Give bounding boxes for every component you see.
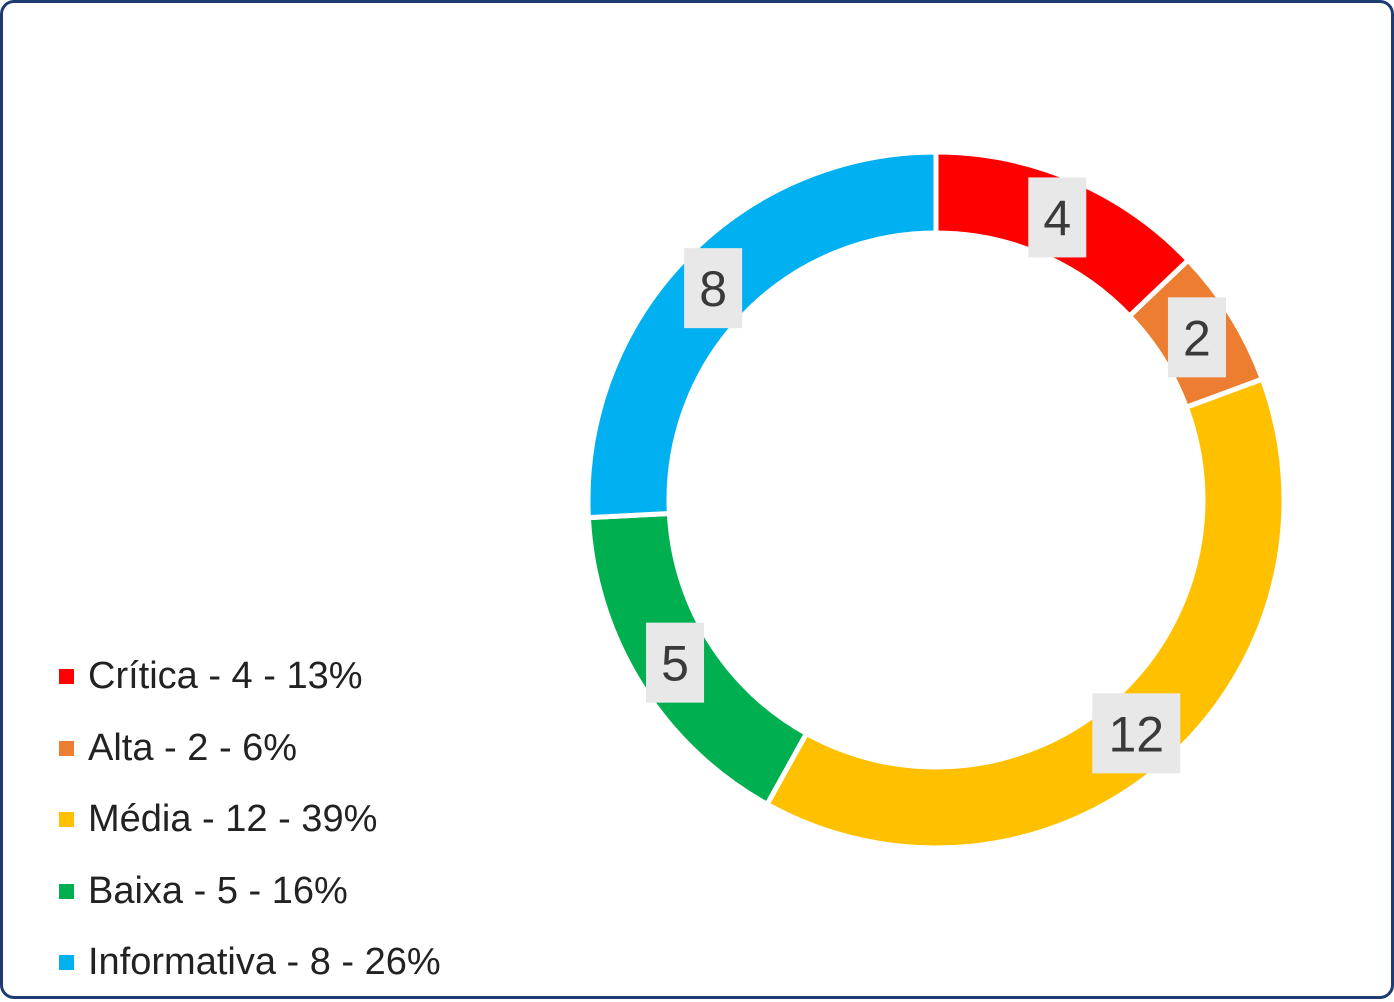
legend-item-critica[interactable]: Crítica - 4 - 13% (59, 641, 441, 713)
data-label-media: 12 (1092, 693, 1181, 774)
legend-swatch-informativa (59, 955, 74, 971)
data-label-informativa: 8 (684, 248, 743, 329)
data-label-text-media: 12 (1108, 706, 1164, 762)
data-label-bg-informativa (684, 248, 743, 329)
legend-item-baixa[interactable]: Baixa - 5 - 16% (59, 856, 441, 928)
data-label-text-critica: 4 (1043, 190, 1071, 246)
data-label-critica: 4 (1028, 177, 1087, 258)
slice-media[interactable] (763, 375, 1287, 851)
legend-label-alta: Alta - 2 - 6% (88, 726, 298, 769)
donut-chart: 4 2 12 5 8 (585, 149, 1287, 851)
legend-item-media[interactable]: Média - 12 - 39% (59, 784, 441, 856)
data-label-alta: 2 (1167, 297, 1226, 378)
data-label-baixa: 5 (646, 622, 705, 703)
legend-swatch-media (59, 812, 74, 828)
data-label-bg-media (1092, 693, 1181, 774)
legend-label-informativa: Informativa - 8 - 26% (88, 941, 441, 984)
legend-item-informativa[interactable]: Informativa - 8 - 26% (59, 927, 441, 999)
legend-label-baixa: Baixa - 5 - 16% (88, 869, 348, 912)
data-label-text-baixa: 5 (661, 636, 689, 692)
data-label-text-informativa: 8 (699, 261, 727, 317)
legend-swatch-baixa (59, 883, 74, 899)
legend-swatch-alta (59, 740, 74, 756)
legend-swatch-critica (59, 669, 74, 685)
data-label-bg-alta (1167, 297, 1226, 378)
data-label-bg-critica (1028, 177, 1087, 258)
legend-label-media: Média - 12 - 39% (88, 798, 378, 841)
data-label-text-alta: 2 (1183, 310, 1211, 366)
donut-data-labels: 4 2 12 5 8 (646, 177, 1226, 774)
slice-informativa[interactable] (585, 149, 939, 521)
legend-item-alta[interactable]: Alta - 2 - 6% (59, 713, 441, 785)
data-label-bg-baixa (646, 622, 705, 703)
legend-label-critica: Crítica - 4 - 13% (88, 655, 363, 698)
legend: Crítica - 4 - 13% Alta - 2 - 6% Média - … (59, 641, 441, 999)
